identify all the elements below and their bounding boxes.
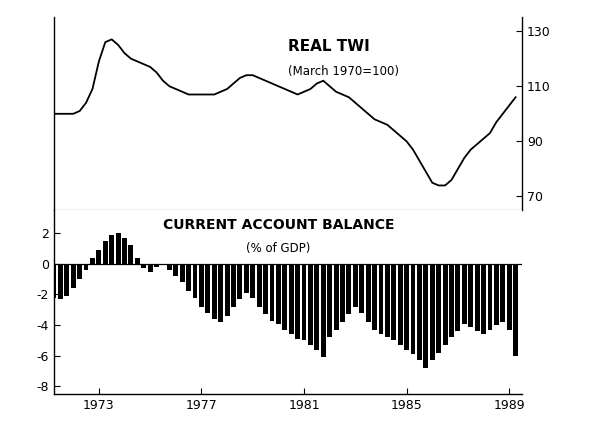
Bar [468,264,473,326]
Bar [314,264,319,349]
Bar [224,264,230,316]
Text: CURRENT ACCOUNT BALANCE: CURRENT ACCOUNT BALANCE [163,218,394,232]
Bar [212,264,217,319]
Bar [154,264,159,267]
Bar [199,264,204,307]
Bar [116,233,121,264]
Bar [488,264,493,330]
Bar [455,264,460,331]
Bar [250,264,255,297]
Bar [436,264,441,353]
Bar [410,264,415,354]
Bar [346,264,352,314]
Bar [128,246,133,264]
Bar [263,264,268,314]
Bar [90,258,95,264]
Bar [103,241,108,264]
Bar [161,264,166,265]
Bar [52,264,56,297]
Bar [494,264,499,325]
Bar [142,264,146,268]
Bar [257,264,262,307]
Bar [289,264,293,334]
Bar [308,264,313,345]
Bar [385,264,390,337]
Bar [507,264,512,330]
Bar [231,264,236,307]
Bar [77,264,82,279]
Bar [475,264,479,331]
Bar [481,264,486,334]
Bar [238,264,242,299]
Bar [244,264,249,293]
Bar [366,264,371,322]
Bar [148,264,152,271]
Bar [340,264,345,322]
Bar [109,235,114,264]
Bar [379,264,383,334]
Bar [417,264,422,360]
Bar [462,264,467,323]
Bar [205,264,210,313]
Bar [218,264,223,322]
Bar [500,264,505,322]
Bar [295,264,300,339]
Bar [180,264,185,282]
Bar [327,264,332,337]
Text: (March 1970=100): (March 1970=100) [288,65,399,78]
Bar [398,264,403,345]
Bar [71,264,76,288]
Bar [135,258,140,264]
Bar [424,264,428,368]
Bar [359,264,364,313]
Bar [167,264,172,270]
Bar [276,264,281,323]
Bar [122,238,127,264]
Bar [302,264,307,340]
Bar [193,264,197,297]
Text: REAL TWI: REAL TWI [288,39,370,54]
Bar [391,264,396,340]
Bar [449,264,454,337]
Bar [372,264,377,330]
Bar [334,264,338,330]
Bar [64,264,69,296]
Bar [283,264,287,330]
Bar [58,264,63,299]
Bar [513,264,518,356]
Bar [321,264,326,357]
Bar [353,264,358,307]
Bar [186,264,191,291]
Bar [430,264,434,360]
Bar [269,264,274,320]
Bar [173,264,178,276]
Bar [404,264,409,349]
Bar [83,264,88,270]
Text: (% of GDP): (% of GDP) [247,242,311,255]
Bar [443,264,448,345]
Bar [97,250,101,264]
